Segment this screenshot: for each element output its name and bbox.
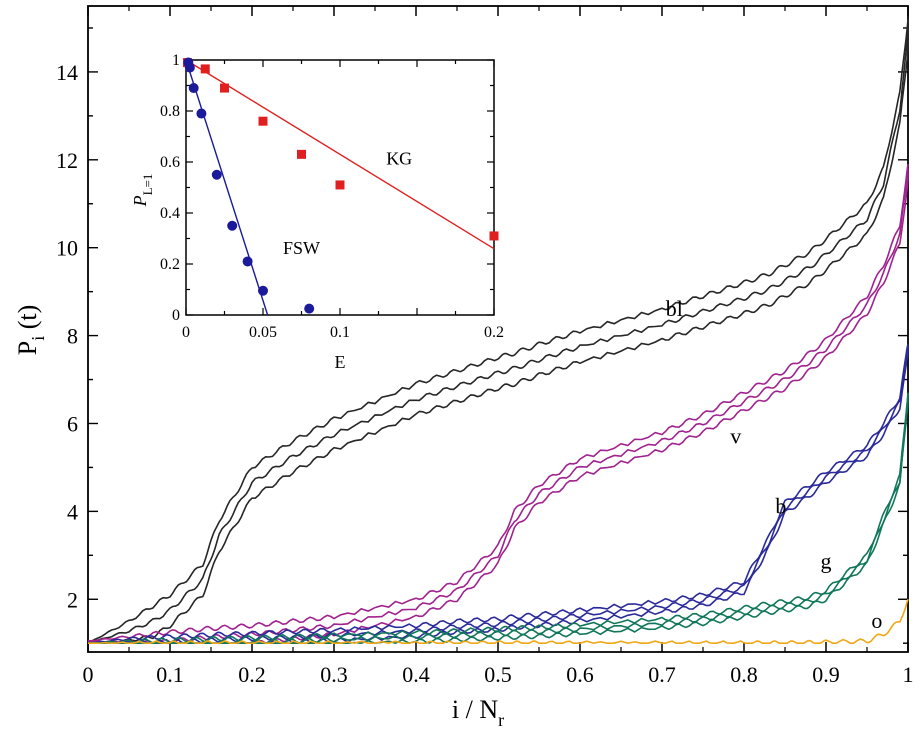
inset-point-KG <box>335 180 345 190</box>
inset-series-labels: KG FSW <box>283 149 412 258</box>
curve-label-g: g <box>821 549 832 574</box>
inset-point-FSW <box>196 108 207 119</box>
main-y-axis-label-main: P <box>13 341 42 355</box>
inset-y-tick-label: 0.8 <box>160 103 180 120</box>
inset-point-FSW <box>258 285 268 296</box>
main-x-tick-label: 0.8 <box>730 662 758 687</box>
main-curves <box>87 19 909 645</box>
curve-v <box>87 168 909 645</box>
inset-y-tick-label: 0.2 <box>160 256 180 273</box>
main-y-axis-label-suffix: (t) <box>13 305 42 336</box>
curve-bl <box>87 19 909 644</box>
inset-x-tick-label: 0 <box>182 324 190 341</box>
inset-axis-ticks: 0 0.05 0.1 0.2 0 0.2 0.4 0.6 0.8 1 <box>160 52 504 341</box>
inset-fit-line-FSW <box>185 59 269 316</box>
main-x-axis-label: i / Nr <box>452 695 504 730</box>
inset-point-FSW <box>242 256 253 267</box>
main-x-tick-label: 0 <box>83 662 94 687</box>
main-x-tick-label: 0.5 <box>484 662 512 687</box>
inset-series-label-FSW: FSW <box>283 238 320 258</box>
inset-x-tick-label: 0.1 <box>330 324 350 341</box>
inset-point-KG <box>297 149 306 159</box>
main-y-axis-label: Pi (t) <box>13 305 48 356</box>
main-y-tick-label: 2 <box>67 587 78 612</box>
inset-point-FSW <box>304 303 315 314</box>
main-x-axis-label-main: i / N <box>452 695 498 724</box>
inset-y-tick-label: 0.6 <box>160 154 180 171</box>
main-y-tick-label: 14 <box>56 60 78 85</box>
main-y-tick-label: 8 <box>67 324 78 349</box>
main-x-tick-label: 0.9 <box>812 662 840 687</box>
curve-label-v: v <box>730 423 741 448</box>
curve-b <box>87 344 909 644</box>
inset-x-axis-label: E <box>335 352 346 372</box>
main-x-tick-label: 0.3 <box>320 662 348 687</box>
main-x-tick-label: 0.2 <box>238 662 266 687</box>
inset-point-KG <box>200 64 210 74</box>
inset-point-FSW <box>211 169 222 180</box>
inset-y-axis-label-main: P <box>130 195 150 207</box>
curve-o <box>88 599 909 645</box>
inset-x-tick-label: 0.2 <box>484 324 504 341</box>
curve-label-bl: bl <box>666 296 683 321</box>
inset-point-KG <box>220 83 229 93</box>
main-y-tick-label: 10 <box>56 236 78 261</box>
main-x-tick-label: 1 <box>903 662 914 687</box>
inset-series-label-KG: KG <box>386 149 412 169</box>
inset-series <box>183 57 499 316</box>
curve-bl <box>87 26 909 644</box>
inset-fit-line-KG <box>185 59 495 250</box>
inset-y-tick-label: 0 <box>172 307 180 324</box>
curve-g <box>88 394 909 645</box>
curve-v <box>87 164 909 642</box>
main-y-tick-label: 6 <box>67 411 78 436</box>
main-x-axis-label-sub: r <box>498 710 504 730</box>
main-curve-labels: bl v b g o <box>666 296 883 633</box>
curve-label-o: o <box>871 608 882 633</box>
curve-g <box>87 392 909 644</box>
inset-y-tick-label: 1 <box>172 52 180 69</box>
curve-bl <box>87 34 909 644</box>
inset-point-FSW <box>184 62 195 73</box>
inset-point-FSW <box>227 220 238 231</box>
inset-x-tick-label: 0.05 <box>249 324 277 341</box>
curve-label-b: b <box>775 494 786 519</box>
main-y-tick-label: 12 <box>56 148 78 173</box>
inset-point-KG <box>489 231 499 241</box>
main-x-tick-label: 0.1 <box>156 662 184 687</box>
main-x-tick-label: 0.6 <box>566 662 594 687</box>
inset-point-FSW <box>188 83 199 94</box>
main-x-tick-label: 0.4 <box>402 662 430 687</box>
inset-y-tick-label: 0.4 <box>160 205 180 222</box>
inset-y-axis-label-sub: L=1 <box>140 174 155 196</box>
main-y-axis-label-sub: i <box>28 336 48 341</box>
inset-point-KG <box>258 116 268 126</box>
main-x-tick-label: 0.7 <box>648 662 676 687</box>
main-y-tick-label: 4 <box>67 499 78 524</box>
inset-y-axis-label: PL=1 <box>130 174 155 208</box>
